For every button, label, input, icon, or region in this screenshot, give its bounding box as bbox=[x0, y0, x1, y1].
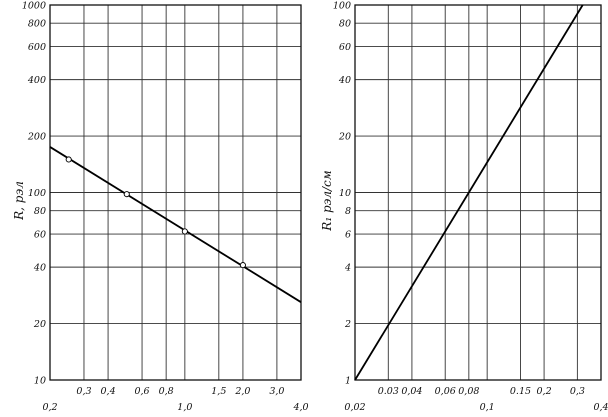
y-tick-label: 4 bbox=[344, 263, 351, 274]
series-line bbox=[49, 146, 302, 303]
x-tick-label: 0,3 bbox=[76, 386, 91, 397]
y-tick-label: 80 bbox=[34, 206, 46, 217]
y-tick-label: 800 bbox=[28, 19, 46, 30]
y-tick-label: 100 bbox=[333, 1, 351, 12]
series-line bbox=[354, 4, 584, 381]
x-tick-label: 0,6 bbox=[134, 386, 149, 397]
x-tick-label: 1,5 bbox=[211, 386, 226, 397]
y-tick-label: 2 bbox=[344, 319, 351, 330]
y-tick-label: 20 bbox=[33, 319, 46, 330]
data-point bbox=[181, 228, 188, 235]
y-tick-label: 10 bbox=[34, 376, 46, 387]
x-tick-label: 0,4 bbox=[593, 402, 608, 413]
x-tick-label: 0,1 bbox=[480, 402, 495, 413]
y-tick-label: 20 bbox=[338, 132, 351, 143]
y-tick-label: 600 bbox=[28, 42, 46, 53]
y-tick-label: 40 bbox=[33, 263, 46, 274]
chart-panel-1: 10 20 40 60 80 100 200 400 600 800 1000 0,2 0,3 0,4 0,… bbox=[12, 1, 309, 414]
x-tick-label: 0,4 bbox=[101, 386, 116, 397]
x-tick-label: 4,0 bbox=[292, 402, 308, 413]
y-tick-label: 1 bbox=[345, 376, 351, 387]
x-tick-label: 0,08 bbox=[458, 386, 479, 397]
x-tick-label: 0,8 bbox=[159, 386, 174, 397]
y-tick-label: 1000 bbox=[22, 1, 46, 12]
y-tick-label: 10 bbox=[339, 188, 351, 199]
x-tick-label: 0,3 bbox=[570, 386, 585, 397]
y-axis-label: R₁ рэл/см bbox=[320, 170, 334, 231]
x-tick-label: 0.03 bbox=[378, 386, 399, 397]
x-tick-label: 2,0 bbox=[234, 386, 250, 397]
x-tick-label: 0,2 bbox=[42, 402, 57, 413]
y-tick-label: 100 bbox=[28, 188, 46, 199]
plot-frame bbox=[49, 4, 302, 381]
data-point bbox=[123, 191, 130, 198]
plot-frame bbox=[354, 4, 602, 381]
data-point bbox=[239, 262, 246, 269]
x-tick-label: 0,02 bbox=[344, 402, 365, 413]
x-tick-label: 0.15 bbox=[510, 386, 531, 397]
y-tick-label: 40 bbox=[338, 75, 351, 86]
y-tick-label: 400 bbox=[27, 75, 46, 86]
y-tick-label: 200 bbox=[27, 132, 46, 143]
y-axis-label: R, рэл bbox=[12, 181, 26, 221]
y-tick-label: 6 bbox=[345, 230, 351, 241]
x-tick-label: 0,2 bbox=[537, 386, 552, 397]
y-tick-label: 80 bbox=[339, 19, 351, 30]
x-tick-label: 1,0 bbox=[177, 402, 192, 413]
x-tick-label: 0,04 bbox=[401, 386, 422, 397]
data-point bbox=[65, 156, 72, 163]
x-tick-label: 3,0 bbox=[269, 386, 284, 397]
y-tick-label: 8 bbox=[345, 206, 351, 217]
y-tick-label: 60 bbox=[339, 42, 351, 53]
y-tick-label: 60 bbox=[34, 230, 46, 241]
x-tick-label: 0,06 bbox=[435, 386, 456, 397]
